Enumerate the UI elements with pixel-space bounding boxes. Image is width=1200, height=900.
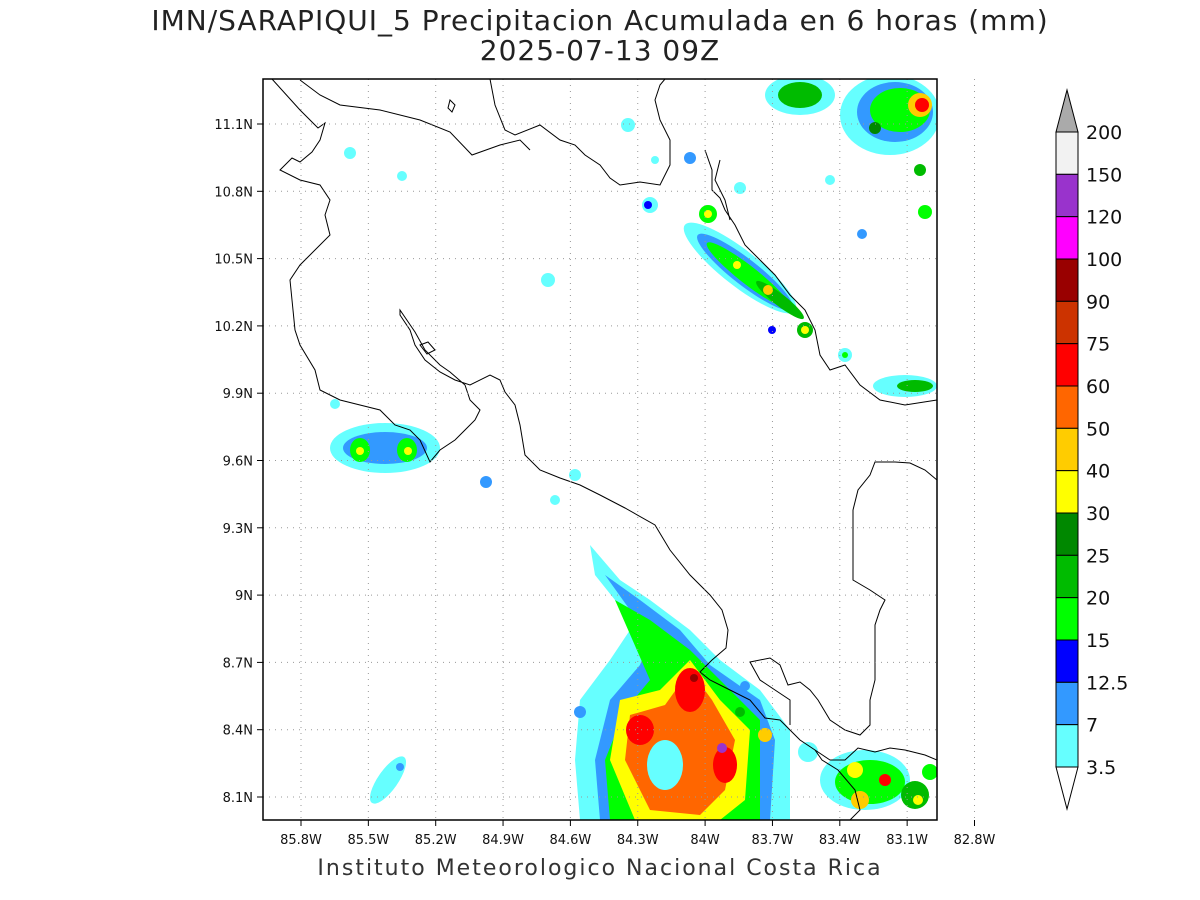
colorbar-swatch xyxy=(1055,173,1079,218)
lat-label: 9N xyxy=(235,589,253,604)
colorbar: 200 150 120 100 90 75 60 50 40 30 25 20 15 12.5 7 3.5 xyxy=(1055,88,1128,811)
colorbar-label: 150 xyxy=(1086,164,1122,186)
lat-label: 9.3N xyxy=(223,522,253,537)
lon-label: 85.2W xyxy=(415,833,457,848)
lon-label: 84.9W xyxy=(482,833,524,848)
map-title: IMN/SARAPIQUI_5 Precipitacion Acumulada … xyxy=(151,4,1049,37)
coastlines xyxy=(271,79,937,820)
colorbar-label: 50 xyxy=(1086,418,1110,440)
colorbar-label: 40 xyxy=(1086,461,1110,483)
lat-label: 9.6N xyxy=(223,455,253,470)
colorbar-label: 12.5 xyxy=(1086,672,1128,694)
colorbar-label: 200 xyxy=(1086,122,1122,144)
lat-label: 9.9N xyxy=(223,387,253,402)
lat-label: 10.8N xyxy=(214,185,253,200)
colorbar-swatch xyxy=(1055,512,1079,556)
precip-cluster-northeast xyxy=(621,79,937,397)
precip-field xyxy=(330,79,937,820)
lon-label: 84.6W xyxy=(549,833,591,848)
colorbar-swatch xyxy=(1055,131,1079,175)
map-valid-time: 2025-07-13 09Z xyxy=(479,34,721,67)
colorbar-swatch xyxy=(1055,385,1079,429)
colorbar-swatch xyxy=(1055,681,1079,726)
footer-credit: Instituto Meteorologico Nacional Costa R… xyxy=(317,856,883,881)
colorbar-swatch xyxy=(1055,343,1079,387)
colorbar-label: 3.5 xyxy=(1086,757,1116,779)
colorbar-swatch xyxy=(1055,597,1079,641)
colorbar-swatch xyxy=(1055,639,1079,683)
colorbar-label: 25 xyxy=(1086,545,1110,567)
precip-cluster-nicoya xyxy=(330,147,581,804)
lon-label: 85.5W xyxy=(347,833,389,848)
colorbar-swatch xyxy=(1055,554,1079,599)
colorbar-label: 15 xyxy=(1086,630,1110,652)
lat-label: 8.7N xyxy=(223,656,253,671)
colorbar-label: 20 xyxy=(1086,588,1110,610)
colorbar-swatch xyxy=(1055,216,1079,260)
lon-label: 84.3W xyxy=(617,833,659,848)
lon-label: 83.4W xyxy=(819,833,861,848)
colorbar-max-triangle xyxy=(1055,88,1079,133)
precip-cluster-south-pacific xyxy=(574,545,937,820)
lon-label: 85.8W xyxy=(280,833,322,848)
lat-label: 10.2N xyxy=(214,320,253,335)
map-frame xyxy=(262,78,938,821)
lon-label: 83.7W xyxy=(752,833,794,848)
lon-label: 84W xyxy=(690,833,720,848)
colorbar-swatch xyxy=(1055,300,1079,345)
colorbar-min-triangle xyxy=(1055,766,1079,811)
colorbar-label: 7 xyxy=(1086,715,1098,737)
lon-label: 82.8W xyxy=(954,833,996,848)
lat-label: 8.4N xyxy=(223,724,253,739)
colorbar-swatch xyxy=(1055,724,1079,768)
lat-label: 11.1N xyxy=(214,118,253,133)
precip-cluster-caribbean xyxy=(642,197,813,338)
lat-lon-grid xyxy=(263,79,975,820)
colorbar-label: 100 xyxy=(1086,249,1122,271)
lat-label: 8.1N xyxy=(223,791,253,806)
colorbar-label: 30 xyxy=(1086,503,1110,525)
colorbar-label: 75 xyxy=(1086,334,1110,356)
colorbar-swatch xyxy=(1055,258,1079,302)
colorbar-label: 90 xyxy=(1086,291,1110,313)
colorbar-label: 120 xyxy=(1086,207,1122,229)
latitude-labels: 11.1N 10.8N 10.5N 10.2N 9.9N 9.6N 9.3N 9N 8.7N 8.… xyxy=(214,118,263,806)
longitude-labels: 85.8W 85.5W 85.2W 84.9W 84.6W 84.3W 84W 83.7W 83… xyxy=(280,820,996,848)
colorbar-label: 60 xyxy=(1086,376,1110,398)
colorbar-swatch xyxy=(1055,470,1079,514)
lat-label: 10.5N xyxy=(214,253,253,268)
lon-label: 83.1W xyxy=(886,833,928,848)
colorbar-swatch xyxy=(1055,427,1079,472)
